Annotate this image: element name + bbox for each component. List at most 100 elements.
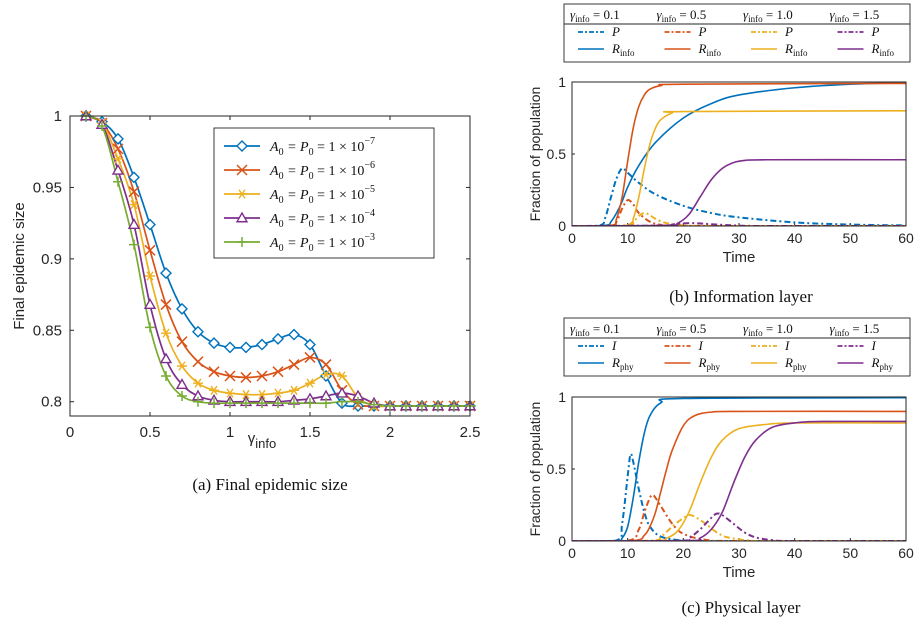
legend-header-sub: info xyxy=(835,328,850,338)
marker-plus xyxy=(237,237,247,247)
legend-label-part: A xyxy=(269,212,279,227)
marker-plus xyxy=(369,399,379,410)
marker-plus xyxy=(209,398,219,409)
marker-diamond xyxy=(272,332,284,345)
legend-header: γinfo = 0.5 xyxy=(657,321,707,338)
legend-label-part: = 1 × 10 xyxy=(314,164,365,179)
legend-label-main: R xyxy=(871,355,880,370)
legend: A0 = P0 = 1 × 10−7A0 = P0 = 1 × 10−6A0 =… xyxy=(213,127,435,259)
marker-x xyxy=(208,366,220,378)
legend-header-value: = 1.5 xyxy=(849,7,879,22)
marker-plus xyxy=(241,398,251,409)
panel-caption: (a) Final epidemic size xyxy=(192,475,347,494)
legend-label: I xyxy=(784,338,790,353)
legend-label-part: = 1 × 10 xyxy=(314,140,365,155)
legend-label-part: 0 xyxy=(309,147,314,158)
x-tick-label: 0 xyxy=(568,230,576,246)
legend-label-sub: phy xyxy=(706,362,720,372)
marker-asterisk xyxy=(161,328,171,338)
legend-label-part: 0 xyxy=(279,195,284,206)
legend-header-value: = 0.1 xyxy=(590,321,620,336)
legend-header-value: = 0.5 xyxy=(676,321,706,336)
marker-asterisk xyxy=(257,389,267,400)
x-tick-label: 60 xyxy=(898,545,914,561)
series-line xyxy=(572,422,906,541)
marker-x xyxy=(176,336,188,348)
marker-plus xyxy=(273,398,283,409)
series-line xyxy=(572,110,906,226)
marker-plus xyxy=(113,176,123,187)
legend-label: Rinfo xyxy=(698,41,722,58)
legend-header: γinfo = 0.1 xyxy=(570,7,620,24)
marker-plus xyxy=(129,239,139,250)
marker-asterisk xyxy=(129,199,139,210)
series-line xyxy=(572,212,906,226)
series-line xyxy=(572,397,906,541)
series-line xyxy=(572,410,906,541)
legend-label: Rphy xyxy=(698,355,721,372)
legend-label: P xyxy=(871,24,880,39)
marker-asterisk xyxy=(209,385,219,395)
series-line xyxy=(572,82,906,226)
marker-plus xyxy=(433,401,443,411)
marker-x xyxy=(304,351,316,363)
marker-plus xyxy=(97,121,107,131)
legend-header-sub: info xyxy=(662,328,677,338)
marker-triangle xyxy=(143,298,157,310)
x-tick-label: 60 xyxy=(898,230,914,246)
marker-x xyxy=(192,356,204,368)
marker-plus xyxy=(449,401,459,411)
y-tick-label: 1 xyxy=(558,74,566,90)
marker-diamond xyxy=(236,140,248,152)
y-axis-label: Fraction of population xyxy=(527,402,543,537)
x-axis-label: γinfo xyxy=(248,430,276,451)
marker-plus xyxy=(417,401,427,411)
legend-label-part: A xyxy=(269,188,279,203)
x-tick-label: 0.5 xyxy=(140,424,161,441)
marker-asterisk xyxy=(337,371,347,381)
marker-x xyxy=(240,371,252,383)
legend-header: γinfo = 1.0 xyxy=(743,321,793,338)
legend-header-gamma: γ xyxy=(657,321,663,336)
legend-header-sub: info xyxy=(748,14,763,24)
legend-label-sub: phy xyxy=(793,362,807,372)
marker-diamond xyxy=(240,341,252,354)
legend-label-part: = P xyxy=(284,140,309,155)
legend-label-part: −6 xyxy=(364,160,375,171)
legend-label-sub: phy xyxy=(620,362,634,372)
legend-header-gamma: γ xyxy=(830,321,836,336)
x-tick-label: 30 xyxy=(731,545,747,561)
x-tick-label: 0 xyxy=(568,545,576,561)
marker-plus xyxy=(353,396,363,407)
legend-label-part: = P xyxy=(284,236,309,251)
series-line xyxy=(572,452,906,541)
legend-label: A0 = P0 = 1 × 10−6 xyxy=(269,160,375,182)
legend-label-part: 0 xyxy=(279,147,284,158)
marker-asterisk xyxy=(289,385,299,395)
marker-triangle xyxy=(159,352,173,364)
x-tick-label: 10 xyxy=(620,230,636,246)
legend-label-main: R xyxy=(698,355,707,370)
legend-label: A0 = P0 = 1 × 10−7 xyxy=(269,136,375,158)
y-axis-label: Final epidemic size xyxy=(11,202,28,330)
legend-label-part: 0 xyxy=(309,219,314,230)
legend-label-part: 0 xyxy=(309,243,314,254)
legend-label-part: = P xyxy=(284,164,309,179)
marker-plus xyxy=(337,396,347,407)
y-axis-label: Fraction of population xyxy=(527,87,543,222)
y-tick-label: 0.95 xyxy=(33,179,62,196)
legend-header: γinfo = 0.5 xyxy=(657,7,707,24)
y-tick-label: 0.9 xyxy=(41,251,62,268)
marker-asterisk xyxy=(145,271,155,281)
marker-plus xyxy=(305,398,315,409)
legend-header-gamma: γ xyxy=(743,321,749,336)
marker-asterisk xyxy=(321,369,331,380)
legend-header: γinfo = 1.5 xyxy=(830,7,880,24)
legend-label-part: 0 xyxy=(279,219,284,230)
marker-diamond xyxy=(144,218,156,231)
marker-asterisk xyxy=(273,388,283,398)
legend-label: Rphy xyxy=(611,355,634,372)
marker-diamond xyxy=(176,302,188,315)
series xyxy=(572,397,906,541)
